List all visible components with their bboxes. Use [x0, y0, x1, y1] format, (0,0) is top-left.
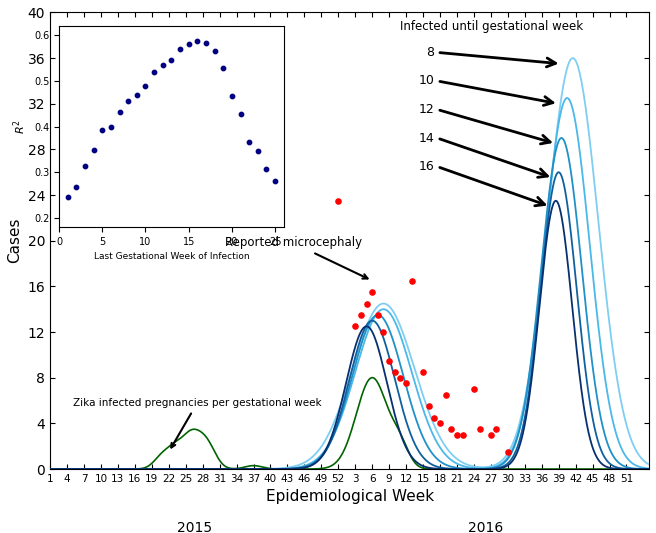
Text: 2015: 2015: [176, 521, 212, 533]
Point: [384, 357, 394, 365]
Text: 16: 16: [419, 160, 434, 173]
Text: 8: 8: [426, 46, 434, 59]
Text: 10: 10: [419, 75, 434, 87]
X-axis label: Epidemiological Week: Epidemiological Week: [266, 489, 434, 504]
Point: [350, 322, 361, 330]
Point: [446, 425, 457, 433]
Point: [440, 391, 451, 399]
Text: 12: 12: [419, 103, 434, 116]
Point: [401, 379, 411, 387]
Point: [452, 431, 462, 439]
Text: Zika infected pregnancies per gestational week: Zika infected pregnancies per gestationa…: [73, 398, 321, 448]
Point: [468, 385, 479, 393]
Point: [395, 374, 405, 382]
Y-axis label: Cases: Cases: [7, 218, 22, 263]
Point: [491, 425, 502, 433]
Text: 2016: 2016: [468, 521, 502, 533]
Point: [333, 197, 344, 205]
Point: [407, 277, 417, 285]
Point: [423, 402, 434, 410]
Point: [367, 288, 377, 296]
Point: [429, 414, 440, 422]
Point: [373, 311, 383, 319]
Point: [435, 419, 445, 427]
Point: [457, 431, 468, 439]
Text: Infected until gestational week: Infected until gestational week: [400, 20, 584, 33]
Text: 14: 14: [419, 132, 434, 144]
Point: [379, 328, 389, 336]
Point: [474, 425, 485, 433]
Point: [485, 431, 496, 439]
Point: [418, 368, 428, 376]
Text: Reported microcephaly: Reported microcephaly: [224, 237, 367, 279]
Point: [356, 311, 366, 319]
Point: [502, 448, 513, 456]
Point: [390, 368, 400, 376]
Point: [361, 299, 372, 308]
